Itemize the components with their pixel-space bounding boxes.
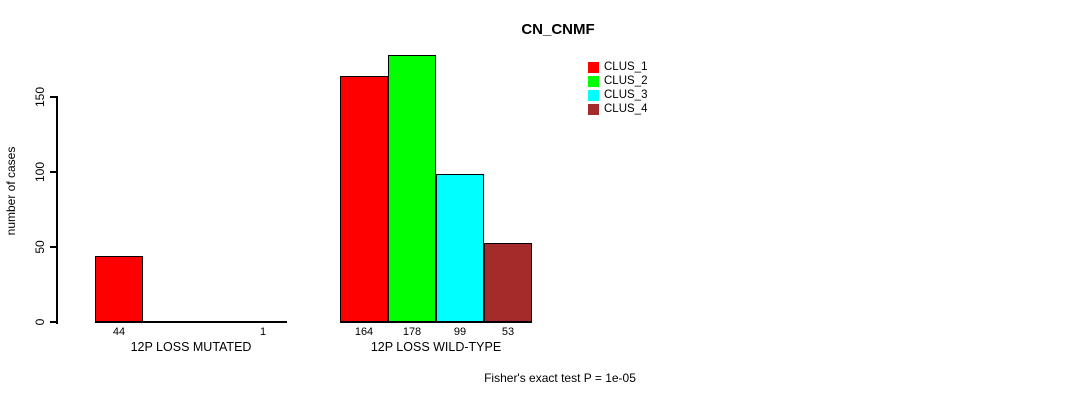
y-tick-mark <box>50 246 57 248</box>
legend-item: CLUS_3 <box>588 88 647 102</box>
bar-value-label: 164 <box>354 326 374 338</box>
legend-item: CLUS_2 <box>588 74 647 88</box>
fisher-test-caption: Fisher's exact test P = 1e-05 <box>484 371 636 385</box>
y-tick-label: 50 <box>33 240 47 254</box>
bar-value-label: 99 <box>453 326 467 338</box>
bar-value-label: 178 <box>402 326 422 338</box>
x-axis-baseline <box>340 321 532 323</box>
y-tick-mark <box>50 321 57 323</box>
legend-item: CLUS_4 <box>588 102 647 116</box>
legend-label: CLUS_2 <box>604 75 648 87</box>
legend-swatch <box>588 75 599 87</box>
legend-label: CLUS_1 <box>604 61 648 73</box>
bar-clus_2 <box>388 55 436 322</box>
legend-swatch <box>588 103 599 115</box>
y-tick-mark <box>50 96 57 98</box>
legend-swatch <box>588 61 599 73</box>
y-tick-label: 150 <box>33 86 47 108</box>
bar-clus_4 <box>239 320 287 323</box>
group-label: 12P LOSS WILD-TYPE <box>370 340 502 354</box>
y-axis-title: number of cases <box>4 146 18 236</box>
bar-value-label: 1 <box>259 326 267 338</box>
y-tick-label: 100 <box>33 161 47 183</box>
legend: CLUS_1 CLUS_2 CLUS_3 CLUS_4 <box>588 60 647 116</box>
x-axis-baseline <box>95 321 287 323</box>
y-axis-line <box>56 96 58 324</box>
group-label: 12P LOSS MUTATED <box>130 340 252 354</box>
y-tick-label: 0 <box>33 318 47 326</box>
legend-label: CLUS_3 <box>604 89 648 101</box>
legend-label: CLUS_4 <box>604 103 648 115</box>
bar-value-label: 53 <box>501 326 515 338</box>
bar-clus_3 <box>436 173 484 322</box>
bar-clus_1 <box>95 256 143 322</box>
bar-clus_1 <box>340 76 388 322</box>
y-tick-mark <box>50 171 57 173</box>
bar-clus_4 <box>484 242 532 322</box>
chart-title: CN_CNMF <box>521 21 595 38</box>
legend-item: CLUS_1 <box>588 60 647 74</box>
legend-swatch <box>588 89 599 101</box>
bar-value-label: 44 <box>112 326 126 338</box>
